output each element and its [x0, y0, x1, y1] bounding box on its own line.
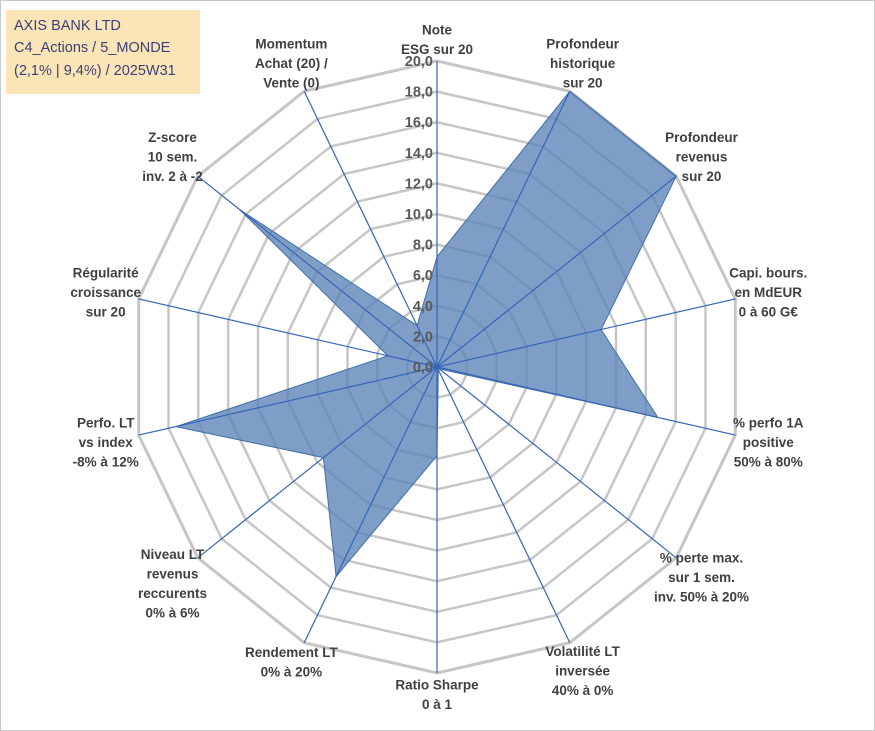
tick-label: 6,0 — [413, 268, 433, 284]
axis-spoke — [436, 366, 677, 559]
tick-label: 0,0 — [413, 360, 433, 376]
tick-label: 12,0 — [405, 176, 433, 192]
info-box: AXIS BANK LTD C4_Actions / 5_MONDE (2,1%… — [6, 10, 200, 94]
tick-labels: 0,0 2,0 4,0 6,0 8,0 10,0 12,0 14,0 16,0 18,0 20,0 — [405, 54, 433, 376]
axis-spoke — [138, 298, 438, 368]
axis-label: Régularité croissance sur 20 — [70, 265, 141, 319]
axis-spoke — [197, 175, 438, 368]
tick-label: 4,0 — [413, 299, 433, 315]
axis-label: Z-score 10 sem. inv. 2 à -2 — [142, 130, 203, 184]
axis-spoke — [436, 366, 736, 436]
axis-label: Capi. bours. en MdEUR 0 à 60 G€ — [729, 265, 807, 319]
axis-label: Perfo. LT vs index -8% à 12% — [73, 415, 139, 469]
axis-labels: Note ESG sur 20 Profondeur historique sur 20… — [70, 23, 807, 713]
axis-spoke — [303, 366, 438, 643]
axis-label: Niveau LT revenus reccurents 0% à 6% — [138, 547, 207, 621]
tick-label: 14,0 — [405, 146, 433, 162]
period-label: (2,1% | 9,4%) / 2025W31 — [14, 63, 176, 79]
axis-spoke — [436, 298, 736, 368]
axis-label: Profondeur historique sur 20 — [546, 37, 619, 91]
axis-label: Profondeur revenus sur 20 — [665, 130, 738, 184]
axis-spokes — [138, 61, 736, 673]
tick-label: 18,0 — [405, 85, 433, 101]
tick-label: 20,0 — [405, 54, 433, 70]
axis-spoke — [197, 366, 438, 559]
axis-label: Volatilité LT inversée 40% à 0% — [545, 644, 620, 698]
axis-spoke — [436, 91, 571, 368]
tick-label: 16,0 — [405, 115, 433, 131]
axis-spoke — [138, 366, 438, 436]
axis-label: % perte max. sur 1 sem. inv. 50% à 20% — [654, 551, 749, 605]
axis-label: Note ESG sur 20 — [401, 23, 473, 58]
stock-name: AXIS BANK LTD — [14, 18, 121, 34]
axis-label: Ratio Sharpe 0 à 1 — [395, 678, 479, 713]
axis-label: Momentum Achat (20) / Vente (0) — [255, 37, 328, 91]
axis-label: % perfo 1A positive 50% à 80% — [733, 415, 804, 469]
axis-label: Rendement LT 0% à 20% — [245, 645, 339, 680]
axis-spoke — [436, 366, 571, 643]
category-label: C4_Actions / 5_MONDE — [14, 40, 171, 56]
tick-label: 2,0 — [413, 329, 433, 345]
tick-label: 10,0 — [405, 207, 433, 223]
axis-spoke — [436, 175, 677, 368]
tick-label: 8,0 — [413, 238, 433, 254]
axis-spoke — [303, 91, 438, 368]
